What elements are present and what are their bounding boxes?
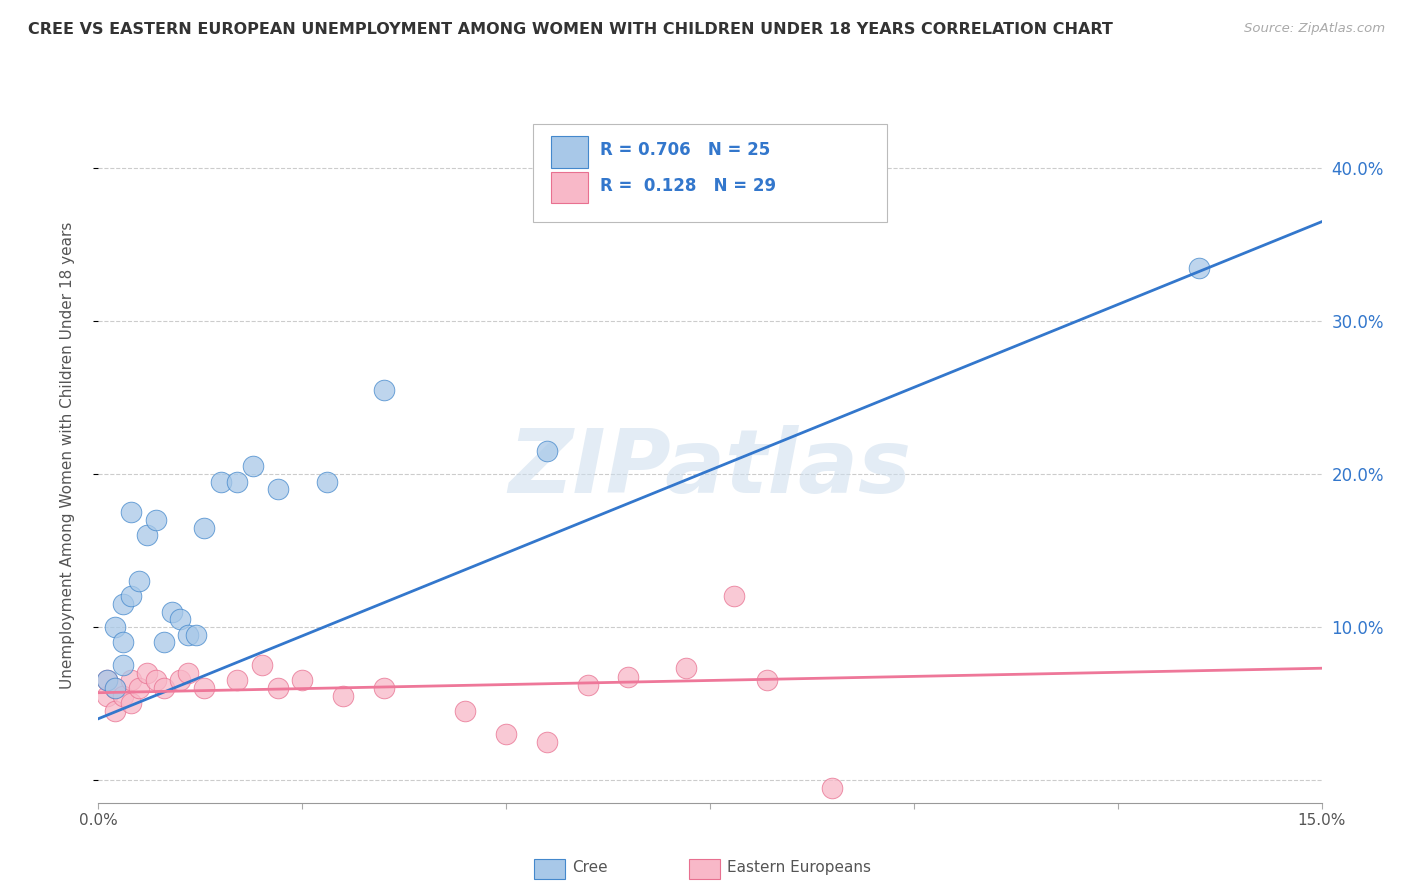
Point (821, 780, 844, 795)
Point (193, 520, 215, 534)
Point (152, 635, 174, 649)
Point (373, 383, 395, 397)
Point (576, 678, 599, 692)
Point (495, 727, 517, 741)
Point (120, 590, 142, 604)
Point (145, 513, 167, 527)
Point (96, 673, 118, 688)
Point (160, 605, 183, 619)
Point (675, 661, 697, 675)
Point (617, 670, 640, 684)
Point (177, 627, 200, 641)
Bar (551, 172, 588, 203)
Text: R = 0.706   N = 25: R = 0.706 N = 25 (600, 141, 770, 159)
Point (177, 665, 200, 680)
Text: CREE VS EASTERN EUROPEAN UNEMPLOYMENT AMONG WOMEN WITH CHILDREN UNDER 18 YEARS C: CREE VS EASTERN EUROPEAN UNEMPLOYMENT AM… (28, 22, 1114, 37)
Point (120, 505, 142, 519)
Point (111, 689, 134, 703)
Point (120, 697, 142, 711)
Point (152, 681, 174, 695)
Text: Source: ZipAtlas.com: Source: ZipAtlas.com (1244, 22, 1385, 36)
Point (136, 528, 159, 542)
Point (373, 681, 395, 695)
Point (723, 590, 745, 604)
Bar (551, 136, 588, 168)
Point (96, 673, 118, 688)
Point (169, 673, 191, 688)
Point (267, 681, 290, 695)
Point (111, 597, 134, 611)
Point (267, 483, 290, 497)
Point (756, 673, 779, 688)
Point (332, 689, 354, 703)
Point (111, 658, 134, 673)
Point (186, 627, 208, 641)
Text: ZIPatlas: ZIPatlas (509, 425, 911, 512)
Point (536, 444, 558, 458)
Point (136, 665, 159, 680)
Point (104, 681, 127, 695)
Point (226, 673, 249, 688)
Point (536, 734, 558, 748)
Point (96, 689, 118, 703)
Point (193, 681, 215, 695)
Point (454, 704, 477, 718)
Point (120, 673, 142, 688)
Y-axis label: Unemployment Among Women with Children Under 18 years: Unemployment Among Women with Children U… (60, 221, 75, 689)
Point (291, 673, 314, 688)
Text: Cree: Cree (572, 860, 607, 874)
Point (111, 635, 134, 649)
Point (145, 673, 167, 688)
Point (250, 658, 273, 673)
Point (128, 681, 150, 695)
Point (128, 574, 150, 588)
Text: R =  0.128   N = 29: R = 0.128 N = 29 (600, 177, 776, 194)
FancyBboxPatch shape (533, 124, 887, 222)
Point (104, 620, 127, 634)
Point (169, 612, 191, 626)
Point (104, 704, 127, 718)
Point (1188, 260, 1211, 275)
Point (242, 459, 264, 474)
Point (104, 681, 127, 695)
Point (226, 475, 249, 489)
Point (315, 475, 337, 489)
Text: Eastern Europeans: Eastern Europeans (727, 860, 870, 874)
Point (209, 475, 232, 489)
